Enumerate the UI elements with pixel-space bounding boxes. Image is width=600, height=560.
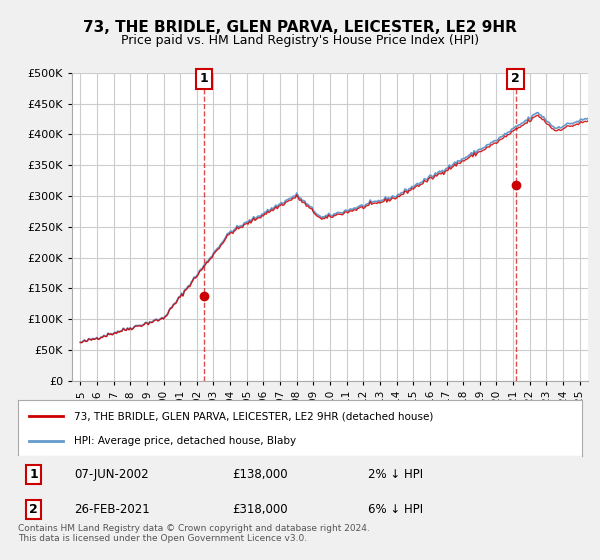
Text: Contains HM Land Registry data © Crown copyright and database right 2024.
This d: Contains HM Land Registry data © Crown c… <box>18 524 370 543</box>
Text: £318,000: £318,000 <box>232 503 288 516</box>
Text: 2: 2 <box>29 503 38 516</box>
Text: 1: 1 <box>200 72 209 86</box>
Text: 6% ↓ HPI: 6% ↓ HPI <box>368 503 423 516</box>
Text: 26-FEB-2021: 26-FEB-2021 <box>74 503 150 516</box>
Text: £138,000: £138,000 <box>232 468 288 481</box>
Text: 2% ↓ HPI: 2% ↓ HPI <box>368 468 423 481</box>
Text: 1: 1 <box>29 468 38 481</box>
Text: 73, THE BRIDLE, GLEN PARVA, LEICESTER, LE2 9HR (detached house): 73, THE BRIDLE, GLEN PARVA, LEICESTER, L… <box>74 411 434 421</box>
Text: 07-JUN-2002: 07-JUN-2002 <box>74 468 149 481</box>
Text: 73, THE BRIDLE, GLEN PARVA, LEICESTER, LE2 9HR: 73, THE BRIDLE, GLEN PARVA, LEICESTER, L… <box>83 20 517 35</box>
Text: Price paid vs. HM Land Registry's House Price Index (HPI): Price paid vs. HM Land Registry's House … <box>121 34 479 46</box>
Text: 2: 2 <box>511 72 520 86</box>
Text: HPI: Average price, detached house, Blaby: HPI: Average price, detached house, Blab… <box>74 436 296 446</box>
